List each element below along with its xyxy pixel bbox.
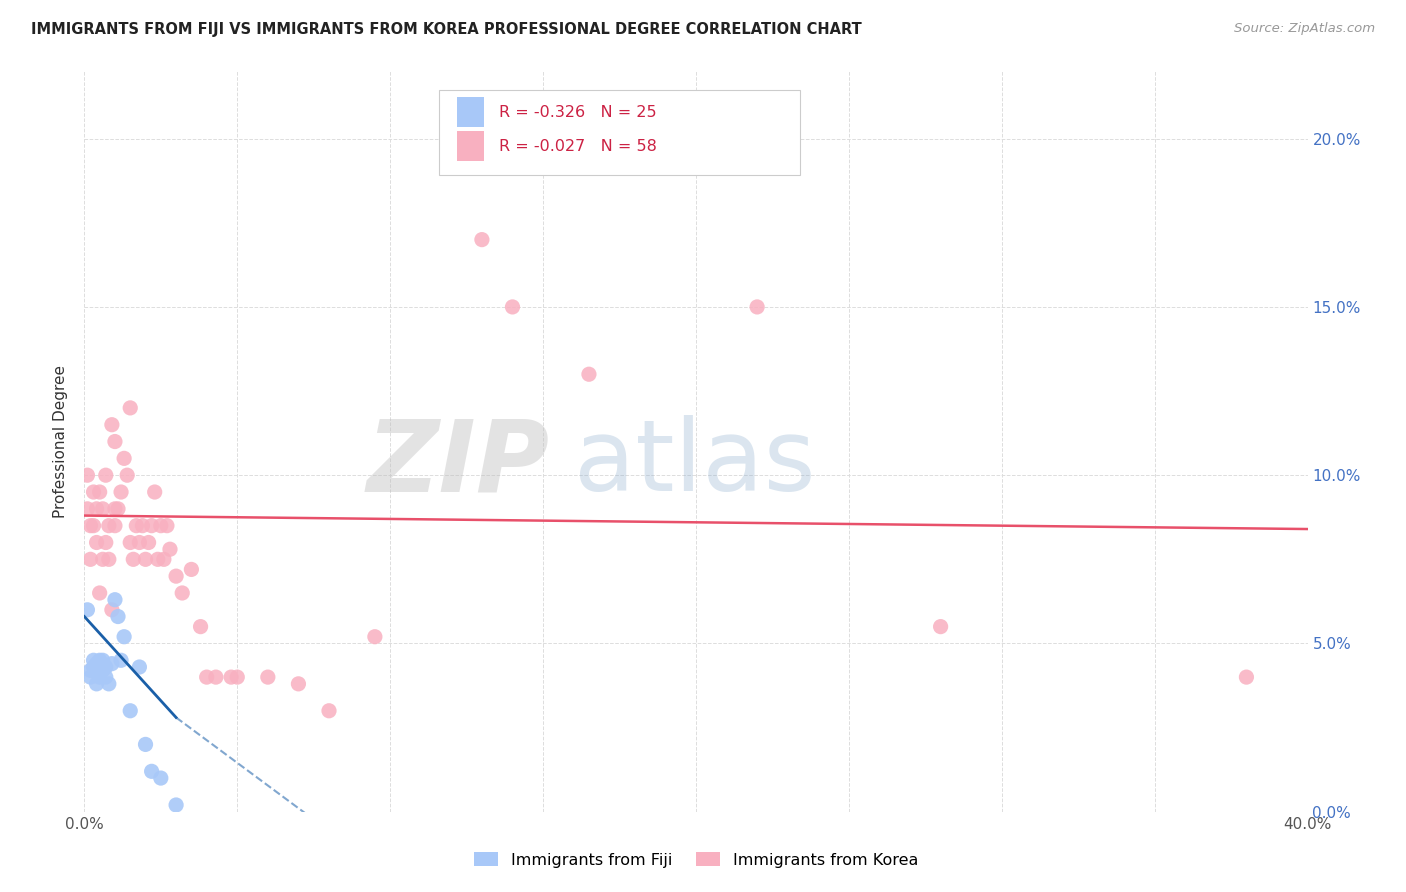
Point — [104, 592, 127, 607]
Point — [131, 518, 153, 533]
Point — [120, 401, 142, 415]
Point — [101, 603, 124, 617]
Point — [76, 603, 98, 617]
Point — [149, 771, 172, 785]
Point — [79, 552, 101, 566]
Point — [146, 552, 169, 566]
Point — [165, 569, 187, 583]
Text: atlas: atlas — [574, 416, 815, 512]
FancyBboxPatch shape — [457, 97, 484, 127]
Point — [578, 368, 600, 382]
Point — [76, 501, 98, 516]
Point — [128, 660, 150, 674]
Point — [128, 535, 150, 549]
Point — [97, 552, 120, 566]
Point — [107, 609, 129, 624]
Point — [94, 468, 117, 483]
Point — [172, 586, 194, 600]
Point — [107, 501, 129, 516]
Point — [101, 417, 124, 432]
Point — [86, 677, 108, 691]
Point — [110, 653, 132, 667]
Point — [89, 485, 111, 500]
Text: Source: ZipAtlas.com: Source: ZipAtlas.com — [1234, 22, 1375, 36]
Point — [195, 670, 218, 684]
FancyBboxPatch shape — [439, 90, 800, 175]
Point — [257, 670, 280, 684]
Point — [83, 485, 105, 500]
Point — [79, 664, 101, 678]
Point — [89, 653, 111, 667]
Point — [97, 518, 120, 533]
Point — [138, 535, 160, 549]
Text: R = -0.326   N = 25: R = -0.326 N = 25 — [499, 104, 657, 120]
Point — [91, 664, 114, 678]
Point — [83, 653, 105, 667]
Point — [79, 518, 101, 533]
Point — [76, 468, 98, 483]
Point — [120, 704, 142, 718]
Point — [101, 657, 124, 671]
Point — [104, 518, 127, 533]
Point — [115, 468, 138, 483]
Point — [91, 501, 114, 516]
Point — [153, 552, 176, 566]
Point — [318, 704, 340, 718]
Point — [1236, 670, 1258, 684]
Point — [122, 552, 145, 566]
Point — [205, 670, 228, 684]
Point — [86, 501, 108, 516]
Point — [287, 677, 309, 691]
Point — [143, 485, 166, 500]
Point — [94, 660, 117, 674]
Point — [165, 797, 187, 812]
Point — [94, 535, 117, 549]
Point — [86, 535, 108, 549]
Point — [89, 586, 111, 600]
Point — [135, 738, 157, 752]
Y-axis label: Professional Degree: Professional Degree — [53, 365, 69, 518]
Point — [180, 562, 202, 576]
Legend: Immigrants from Fiji, Immigrants from Korea: Immigrants from Fiji, Immigrants from Ko… — [467, 846, 925, 874]
Point — [112, 451, 135, 466]
Point — [226, 670, 249, 684]
Point — [502, 300, 524, 314]
Point — [141, 518, 163, 533]
Point — [159, 542, 181, 557]
Point — [110, 485, 132, 500]
Point — [149, 518, 172, 533]
Point — [156, 518, 179, 533]
Point — [364, 630, 387, 644]
Point — [471, 233, 494, 247]
Point — [929, 619, 952, 633]
Point — [141, 764, 163, 779]
FancyBboxPatch shape — [457, 131, 484, 161]
Point — [83, 660, 105, 674]
Point — [79, 670, 101, 684]
Point — [135, 552, 157, 566]
Point — [190, 619, 212, 633]
Point — [104, 501, 127, 516]
Point — [219, 670, 242, 684]
Point — [125, 518, 148, 533]
Point — [104, 434, 127, 449]
Point — [86, 657, 108, 671]
Point — [91, 552, 114, 566]
Text: IMMIGRANTS FROM FIJI VS IMMIGRANTS FROM KOREA PROFESSIONAL DEGREE CORRELATION CH: IMMIGRANTS FROM FIJI VS IMMIGRANTS FROM … — [31, 22, 862, 37]
Point — [120, 535, 142, 549]
Point — [97, 677, 120, 691]
Point — [747, 300, 769, 314]
Point — [94, 670, 117, 684]
Text: ZIP: ZIP — [366, 416, 550, 512]
Point — [91, 653, 114, 667]
Text: R = -0.027   N = 58: R = -0.027 N = 58 — [499, 138, 657, 153]
Point — [112, 630, 135, 644]
Point — [83, 518, 105, 533]
Point — [89, 670, 111, 684]
